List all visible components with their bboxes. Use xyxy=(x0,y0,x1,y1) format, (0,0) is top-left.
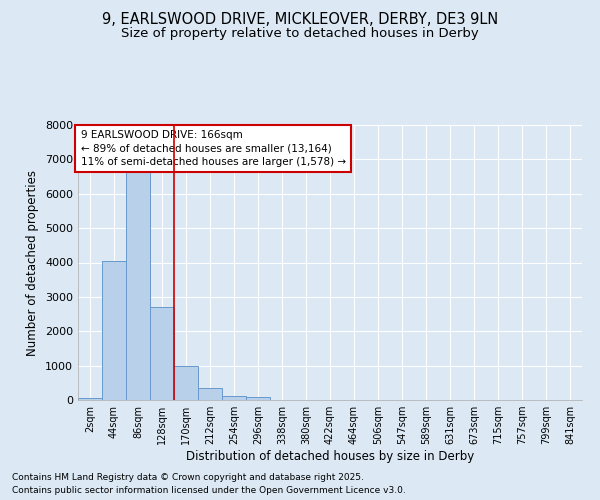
Y-axis label: Number of detached properties: Number of detached properties xyxy=(26,170,40,356)
Text: 9, EARLSWOOD DRIVE, MICKLEOVER, DERBY, DE3 9LN: 9, EARLSWOOD DRIVE, MICKLEOVER, DERBY, D… xyxy=(102,12,498,28)
Bar xyxy=(78,398,102,400)
Bar xyxy=(126,170,150,400)
Bar xyxy=(198,388,222,400)
Bar xyxy=(102,261,126,400)
Text: Contains public sector information licensed under the Open Government Licence v3: Contains public sector information licen… xyxy=(12,486,406,495)
Bar xyxy=(150,307,174,400)
Text: Size of property relative to detached houses in Derby: Size of property relative to detached ho… xyxy=(121,28,479,40)
Text: Contains HM Land Registry data © Crown copyright and database right 2025.: Contains HM Land Registry data © Crown c… xyxy=(12,472,364,482)
Bar xyxy=(174,366,198,400)
Text: 9 EARLSWOOD DRIVE: 166sqm
← 89% of detached houses are smaller (13,164)
11% of s: 9 EARLSWOOD DRIVE: 166sqm ← 89% of detac… xyxy=(80,130,346,167)
Bar xyxy=(222,396,246,400)
X-axis label: Distribution of detached houses by size in Derby: Distribution of detached houses by size … xyxy=(186,450,474,463)
Bar xyxy=(246,396,270,400)
